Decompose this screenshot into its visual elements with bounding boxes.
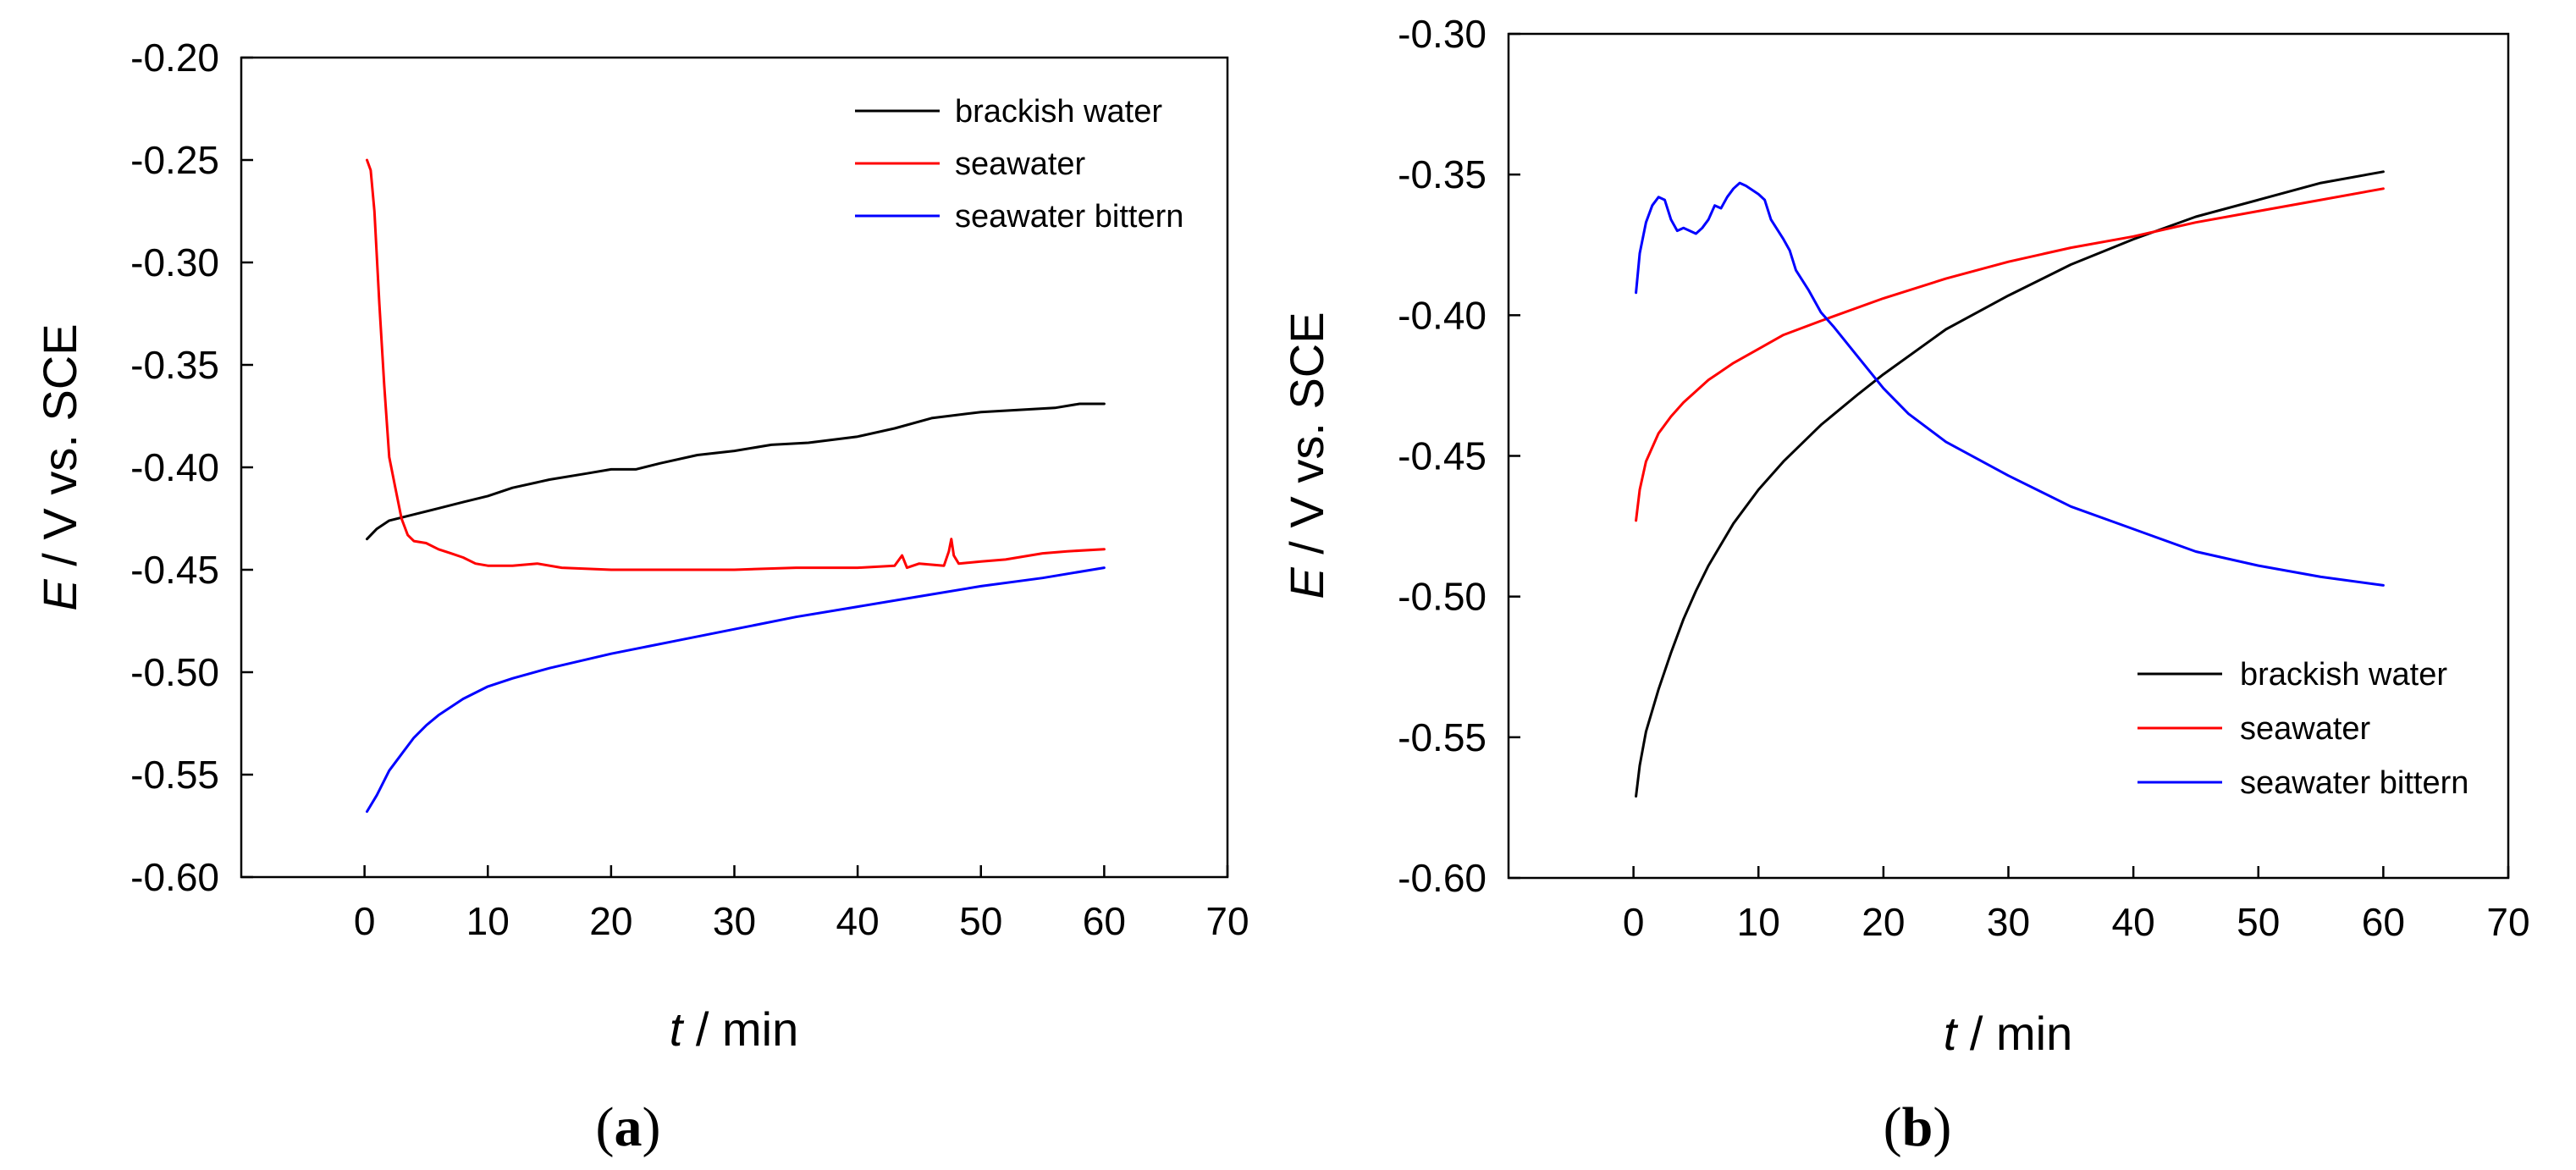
chart-a-y-tick-label: -0.50 bbox=[130, 650, 219, 694]
chart-a-y-tick-label: -0.55 bbox=[130, 753, 219, 797]
chart-b-legend: brackish water seawater seawater bittern bbox=[2137, 657, 2468, 801]
chart-b-x-axis-title: t / min bbox=[1944, 1007, 2072, 1060]
chart-b-y-tick-label: -0.35 bbox=[1398, 152, 1487, 196]
chart-a-panel-label: (a) bbox=[596, 1096, 661, 1158]
chart-b-x-tick-label: 40 bbox=[2112, 900, 2155, 944]
chart-b-y-tick-label: -0.50 bbox=[1398, 575, 1487, 619]
chart-a-y-tick-label: -0.40 bbox=[130, 445, 219, 489]
chart-a-x-tick-label: 70 bbox=[1205, 899, 1249, 943]
chart-a-x-ticks: 0 10 20 30 40 50 60 70 bbox=[354, 865, 1249, 943]
chart-a-series-line-brackish-water bbox=[366, 402, 1106, 541]
chart-b-legend-label-brackish-water: brackish water bbox=[2240, 657, 2447, 693]
chart-b-series bbox=[1635, 170, 2385, 798]
chart-a-x-tick-label: 0 bbox=[354, 899, 376, 943]
chart-b-x-tick-label: 20 bbox=[1862, 900, 1905, 944]
chart-b-series-line-brackish-water bbox=[1635, 170, 2385, 798]
chart-b-y-ticks: -0.30 -0.35 -0.40 -0.45 -0.50 -0.55 -0.60 bbox=[1398, 12, 1520, 900]
chart-b-legend-label-seawater-bittern: seawater bittern bbox=[2240, 765, 2468, 801]
chart-a-series-line-seawater-bittern bbox=[366, 566, 1106, 814]
chart-a-x-tick-label: 10 bbox=[466, 899, 510, 943]
chart-b-panel-label: (b) bbox=[1884, 1096, 1952, 1158]
chart-a-legend: brackish water seawater seawater bittern bbox=[855, 94, 1183, 235]
chart-a-legend-label-seawater: seawater bbox=[955, 146, 1086, 182]
chart-a-x-tick-label: 40 bbox=[836, 899, 880, 943]
chart-a-x-axis-title: t / min bbox=[670, 1002, 798, 1056]
chart-a-y-tick-label: -0.45 bbox=[130, 548, 219, 592]
chart-a-y-tick-label: -0.25 bbox=[130, 138, 219, 182]
chart-a-series bbox=[366, 158, 1106, 814]
chart-b-y-tick-label: -0.55 bbox=[1398, 715, 1487, 759]
chart-b-x-tick-label: 10 bbox=[1737, 900, 1780, 944]
chart-a-x-tick-label: 50 bbox=[959, 899, 1002, 943]
chart-b-series-line-seawater bbox=[1635, 187, 2385, 522]
chart-a-y-tick-label: -0.30 bbox=[130, 240, 219, 284]
chart-a-y-tick-label: -0.35 bbox=[130, 343, 219, 387]
chart-b-y-tick-label: -0.40 bbox=[1398, 293, 1487, 337]
chart-b-x-tick-label: 30 bbox=[1987, 900, 2030, 944]
chart-a-series-line-seawater bbox=[366, 158, 1106, 571]
chart-b-y-axis-title: E / V vs. SCE bbox=[1280, 312, 1333, 599]
chart-b-x-tick-label: 50 bbox=[2237, 900, 2280, 944]
chart-a-x-tick-label: 60 bbox=[1083, 899, 1126, 943]
chart-b-y-tick-label: -0.60 bbox=[1398, 856, 1487, 900]
chart-a-y-tick-label: -0.60 bbox=[130, 855, 219, 899]
chart-b-x-tick-label: 0 bbox=[1623, 900, 1645, 944]
chart-a-legend-label-seawater-bittern: seawater bittern bbox=[955, 199, 1183, 235]
chart-b-x-tick-label: 70 bbox=[2486, 900, 2529, 944]
chart-a-legend-label-brackish-water: brackish water bbox=[955, 94, 1162, 130]
chart-a-y-tick-label: -0.20 bbox=[130, 36, 219, 80]
chart-b: -0.30 -0.35 -0.40 -0.45 -0.50 -0.55 -0.60 0 10 2… bbox=[1280, 12, 2530, 1158]
chart-b-x-tick-label: 60 bbox=[2362, 900, 2405, 944]
chart-a-y-axis-title: E / V vs. SCE bbox=[33, 323, 86, 610]
chart-a-y-ticks: -0.20 -0.25 -0.30 -0.35 -0.40 -0.45 -0.50 -0.55… bbox=[130, 36, 253, 899]
chart-b-plot-frame bbox=[1507, 32, 2510, 880]
chart-b-series-line-seawater-bittern bbox=[1635, 181, 2385, 587]
chart-b-x-ticks: 0 10 20 30 40 50 60 70 bbox=[1623, 866, 2530, 944]
chart-b-y-tick-label: -0.30 bbox=[1398, 12, 1487, 56]
chart-b-legend-label-seawater: seawater bbox=[2240, 711, 2371, 747]
chart-a: -0.20 -0.25 -0.30 -0.35 -0.40 -0.45 -0.50 -0.55… bbox=[33, 36, 1249, 1158]
chart-a-x-tick-label: 30 bbox=[713, 899, 756, 943]
chart-b-y-tick-label: -0.45 bbox=[1398, 434, 1487, 478]
chart-a-x-tick-label: 20 bbox=[589, 899, 632, 943]
